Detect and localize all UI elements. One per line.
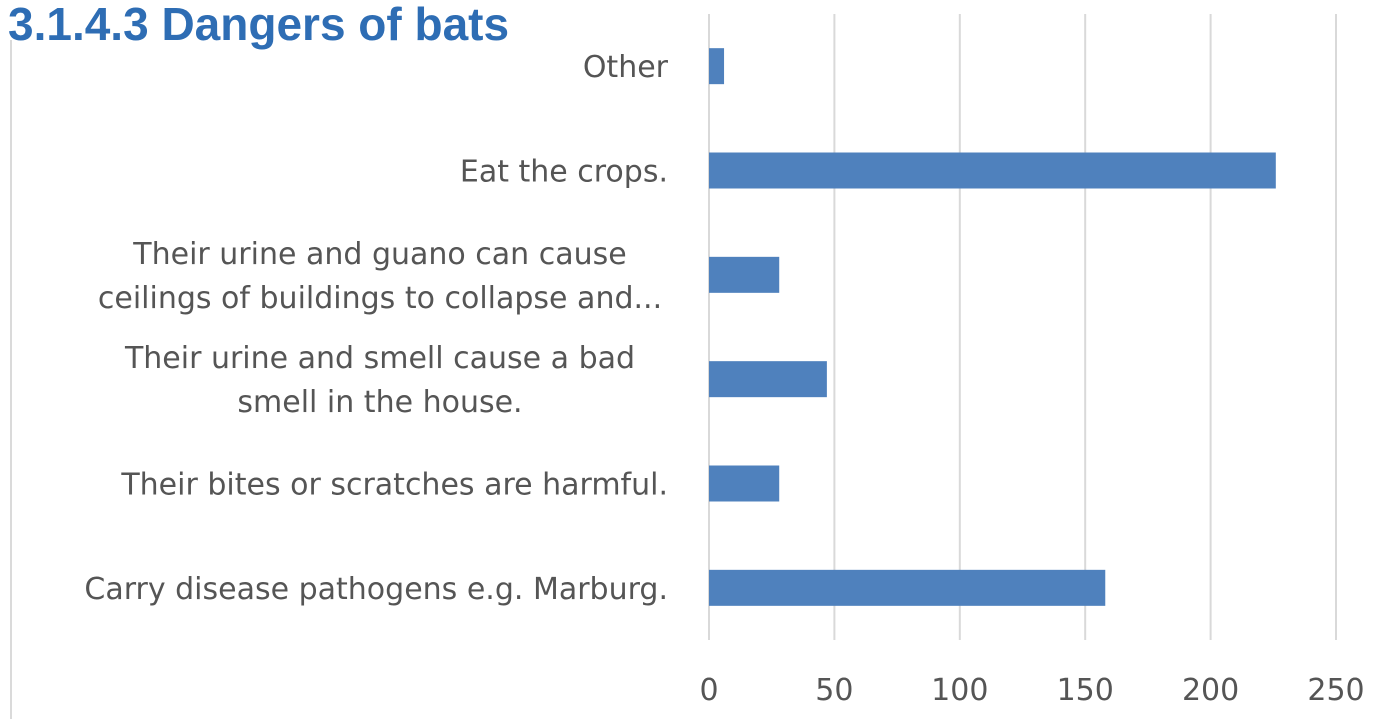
category-label: Other	[583, 50, 669, 85]
category-label: Carry disease pathogens e.g. Marburg.	[84, 572, 668, 607]
bars	[709, 48, 1276, 606]
category-label: ceilings of buildings to collapse and...	[98, 281, 662, 316]
bar-0	[709, 48, 725, 85]
category-label: smell in the house.	[237, 385, 522, 420]
bar-1	[709, 152, 1276, 189]
category-label: Their bites or scratches are harmful.	[120, 468, 668, 503]
bar-3	[709, 361, 827, 398]
x-tick-label: 0	[699, 673, 718, 708]
x-tick-label: 200	[1182, 673, 1239, 708]
page-title: 3.1.4.3 Dangers of bats	[8, 0, 510, 50]
category-label: Their urine and smell cause a bad	[124, 341, 635, 376]
x-tick-label: 250	[1307, 673, 1364, 708]
x-tick-labels: 0 50 100 150 200 250	[699, 673, 1364, 708]
x-tick-label: 50	[815, 673, 853, 708]
category-labels: Other Eat the crops. Their urine and guano…	[84, 50, 668, 607]
category-label: Eat the crops.	[460, 155, 668, 190]
bar-4	[709, 465, 780, 502]
left-divider	[10, 40, 12, 719]
x-tick-label: 150	[1057, 673, 1114, 708]
x-tick-label: 100	[931, 673, 988, 708]
category-label: Their urine and guano can cause	[132, 237, 626, 272]
gridlines	[708, 14, 1337, 640]
bar-2	[709, 256, 780, 293]
bar-5	[709, 569, 1106, 606]
